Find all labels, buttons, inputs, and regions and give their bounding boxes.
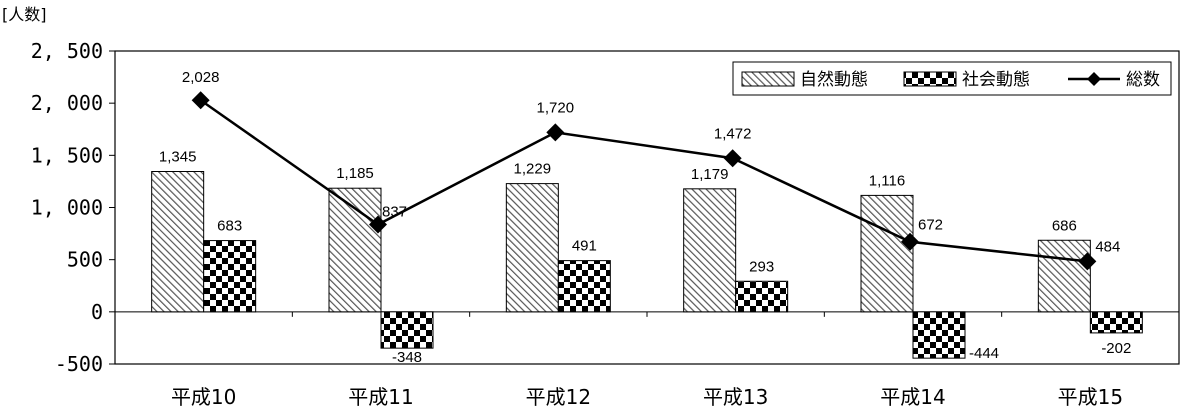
- y-axis: 2, 500 2, 000 1, 500 1, 000 500 0 -500: [31, 39, 1179, 376]
- y-tick-label: 1, 500: [31, 143, 103, 167]
- y-tick-label: -500: [55, 352, 103, 376]
- y-axis-label: [人数]: [2, 5, 47, 24]
- bar-natural: [151, 171, 205, 313]
- data-labels: 1,345 1,185 1,229 1,179 1,116 686 683 -348 491 29…: [159, 69, 1131, 366]
- bar-social: [203, 240, 257, 313]
- legend-label-social: 社会動態: [962, 70, 1030, 90]
- data-label-natural: 1,179: [691, 166, 729, 183]
- data-label-natural: 1,185: [336, 165, 374, 182]
- legend-marker-total: [1087, 72, 1101, 86]
- y-tick-label: 500: [67, 248, 103, 272]
- data-label-total: 837: [382, 204, 407, 221]
- plot-area-frame: [114, 50, 1180, 365]
- x-tick-label: 平成12: [526, 385, 591, 409]
- bar-natural: [505, 183, 559, 313]
- legend-label-total: 総数: [1126, 70, 1160, 90]
- legend-label-natural: 自然動態: [800, 70, 868, 90]
- x-tick-label: 平成13: [703, 385, 768, 409]
- data-label-natural: 1,345: [159, 149, 197, 166]
- data-label-natural: 686: [1052, 217, 1077, 234]
- legend-swatch-social: [903, 71, 957, 87]
- data-label-natural: 1,116: [869, 172, 905, 189]
- y-tick-label: 2, 500: [31, 39, 103, 63]
- x-tick-label: 平成14: [880, 385, 945, 409]
- data-label-social: 491: [572, 238, 597, 255]
- total-marker: [901, 232, 919, 251]
- data-label-total: 1,720: [537, 99, 575, 116]
- data-label-social: -444: [969, 345, 999, 362]
- data-label-total: 1,472: [714, 125, 752, 142]
- data-label-social: 683: [217, 218, 242, 235]
- total-line: [199, 99, 1088, 263]
- data-label-total: 484: [1095, 238, 1120, 255]
- x-tick-label: 平成10: [171, 385, 236, 409]
- bar-natural: [860, 194, 914, 313]
- total-marker: [723, 149, 742, 168]
- data-label-social: -202: [1101, 340, 1131, 357]
- total-marker: [369, 215, 387, 234]
- bar-social: [735, 280, 789, 313]
- data-label-total: 2,028: [182, 69, 220, 86]
- data-label-social: 293: [749, 258, 774, 275]
- legend-swatch-natural: [741, 71, 795, 87]
- bar-natural: [1037, 239, 1091, 313]
- x-tick-label: 平成11: [348, 385, 413, 409]
- bar-series: [151, 171, 1143, 359]
- bar-social: [912, 311, 966, 359]
- data-label-natural: 1,229: [514, 161, 552, 178]
- y-tick-label: 2, 000: [31, 91, 103, 115]
- legend: 自然動態 社会動態 総数: [732, 61, 1172, 96]
- bar-natural: [683, 188, 737, 313]
- bar-social: [557, 260, 611, 313]
- total-marker: [1078, 252, 1097, 271]
- total-marker: [546, 123, 565, 142]
- y-tick-label: 0: [91, 300, 103, 324]
- y-tick-label: 1, 000: [31, 196, 103, 220]
- data-label-total: 672: [918, 217, 943, 234]
- total-marker: [191, 91, 210, 110]
- x-axis: 平成10 平成11 平成12 平成13 平成14 平成15: [171, 311, 1123, 409]
- bar-natural: [328, 187, 382, 313]
- data-label-social: -348: [392, 349, 422, 366]
- bar-social: [380, 311, 434, 349]
- bar-social: [1089, 311, 1143, 334]
- line-series-total: [191, 91, 1097, 271]
- x-tick-label: 平成15: [1058, 385, 1123, 409]
